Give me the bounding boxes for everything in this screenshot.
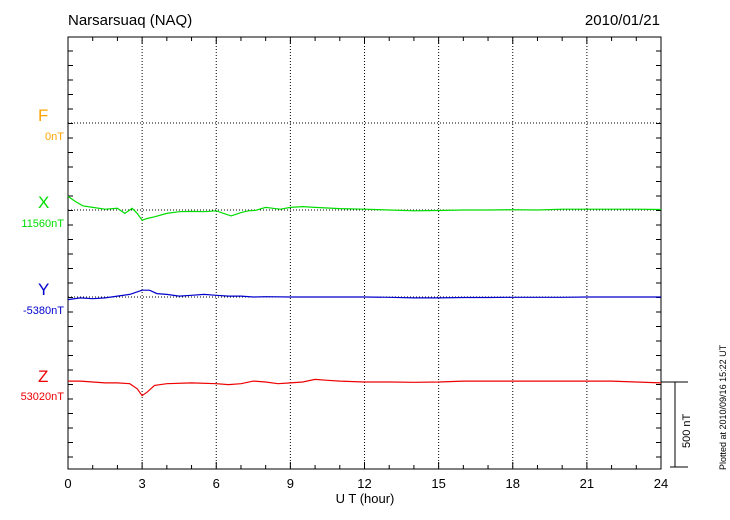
series-line-z xyxy=(68,378,662,397)
x-tick-label: 6 xyxy=(213,476,220,491)
series-line-x xyxy=(67,195,662,221)
component-y-label: Y xyxy=(38,280,50,299)
component-y-baseline: -5380nT xyxy=(23,305,64,317)
component-f-label: F xyxy=(38,106,49,125)
date-label: 2010/01/21 xyxy=(584,12,660,29)
x-tick-label: 9 xyxy=(287,476,294,491)
x-tick-label: 0 xyxy=(64,476,71,491)
plotted-timestamp: Plotted at 2010/09/16 15:22 UT xyxy=(718,344,728,470)
x-tick-label: 3 xyxy=(139,476,146,491)
x-axis-label: U T (hour) xyxy=(335,491,395,506)
component-f-baseline: 0nT xyxy=(45,131,64,143)
component-z-label: Z xyxy=(38,367,49,386)
component-z-baseline: 53020nT xyxy=(20,391,64,403)
x-tick-label: 15 xyxy=(431,476,445,491)
series-line-y xyxy=(67,289,661,301)
x-tick-label: 24 xyxy=(654,476,668,491)
scale-bar-label: 500 nT xyxy=(681,413,693,448)
x-tick-label: 12 xyxy=(357,476,371,491)
component-x-label: X xyxy=(38,193,50,212)
x-tick-label: 21 xyxy=(580,476,594,491)
x-tick-label: 18 xyxy=(506,476,520,491)
component-x-baseline: 11560nT xyxy=(21,218,64,230)
station-title: Narsarsuaq (NAQ) xyxy=(68,12,193,29)
